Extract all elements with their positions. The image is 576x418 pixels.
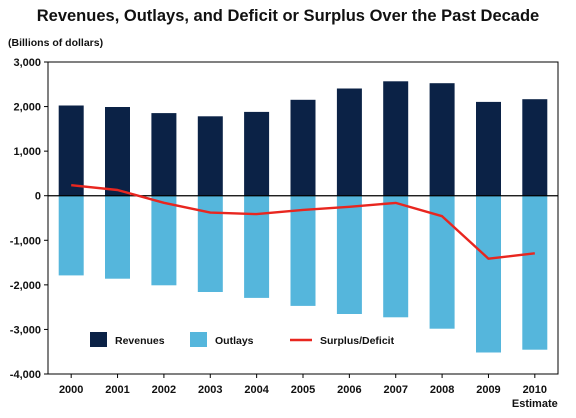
- bars-layer: [58, 81, 548, 353]
- legend: Revenues Outlays Surplus/Deficit: [90, 332, 395, 347]
- x-tick-label: 2002: [152, 384, 176, 396]
- bar-revenues-2009: [476, 101, 501, 196]
- bar-revenues-2007: [383, 81, 409, 196]
- chart-title: Revenues, Outlays, and Deficit or Surplu…: [37, 7, 540, 25]
- x-tick-label: 2003: [198, 384, 222, 396]
- x-tick-label: 2007: [383, 384, 407, 396]
- x-tick-label: 2004: [244, 384, 269, 396]
- x-tick-label: 2010: [523, 384, 547, 396]
- x-tick-label: 2000: [59, 384, 83, 396]
- y-tick-label: -2,000: [10, 280, 41, 292]
- bar-revenues-2001: [105, 107, 130, 196]
- y-tick-label: 0: [35, 191, 41, 203]
- x-axis: 2000 2001 2002 2003 2004 2005 2006 2007 2008 2009…: [59, 374, 558, 410]
- line-layer: [71, 184, 535, 260]
- x-category-note: Estimate: [512, 398, 558, 410]
- bar-outlays-2007: [383, 195, 409, 318]
- bar-revenues-2010: [522, 99, 548, 196]
- y-tick-label: 3,000: [13, 57, 41, 69]
- bar-outlays-2001: [105, 195, 130, 279]
- bar-outlays-2000: [58, 195, 84, 276]
- bar-outlays-2004: [244, 195, 270, 298]
- bar-outlays-2010: [522, 195, 548, 350]
- legend-label-outlays: Outlays: [215, 335, 254, 347]
- y-tick-label: 1,000: [13, 146, 41, 158]
- y-tick-label: -3,000: [10, 324, 41, 336]
- bar-outlays-2006: [336, 195, 362, 314]
- bar-revenues-2006: [336, 88, 362, 196]
- x-tick-label: 2009: [476, 384, 500, 396]
- legend-label-revenues: Revenues: [115, 335, 165, 347]
- line-surplus-deficit: [71, 184, 535, 260]
- bar-revenues-2002: [151, 113, 177, 196]
- legend-swatch-outlays: [190, 332, 207, 347]
- y-tick-label: -4,000: [10, 369, 41, 381]
- x-tick-label: 2001: [105, 384, 129, 396]
- y-unit-label: (Billions of dollars): [8, 37, 103, 49]
- x-tick-label: 2008: [430, 384, 454, 396]
- bar-outlays-2002: [151, 195, 177, 286]
- bar-outlays-2009: [476, 195, 501, 353]
- bar-revenues-2003: [197, 116, 223, 196]
- bar-outlays-2008: [429, 195, 455, 329]
- bar-revenues-2005: [290, 99, 316, 196]
- bar-revenues-2004: [244, 111, 270, 196]
- x-tick-label: 2006: [337, 384, 361, 396]
- y-axis: 3,000 2,000 1,000 0 -1,000 -2,000 -3,000 -4,000: [10, 57, 48, 381]
- legend-label-surplus-deficit: Surplus/Deficit: [320, 335, 395, 347]
- y-tick-label: 2,000: [13, 102, 41, 114]
- bar-revenues-2000: [58, 105, 84, 196]
- y-tick-label: -1,000: [10, 235, 41, 247]
- x-tick-label: 2005: [291, 384, 315, 396]
- bar-outlays-2005: [290, 195, 316, 306]
- bar-revenues-2008: [429, 83, 455, 196]
- legend-swatch-revenues: [90, 332, 107, 347]
